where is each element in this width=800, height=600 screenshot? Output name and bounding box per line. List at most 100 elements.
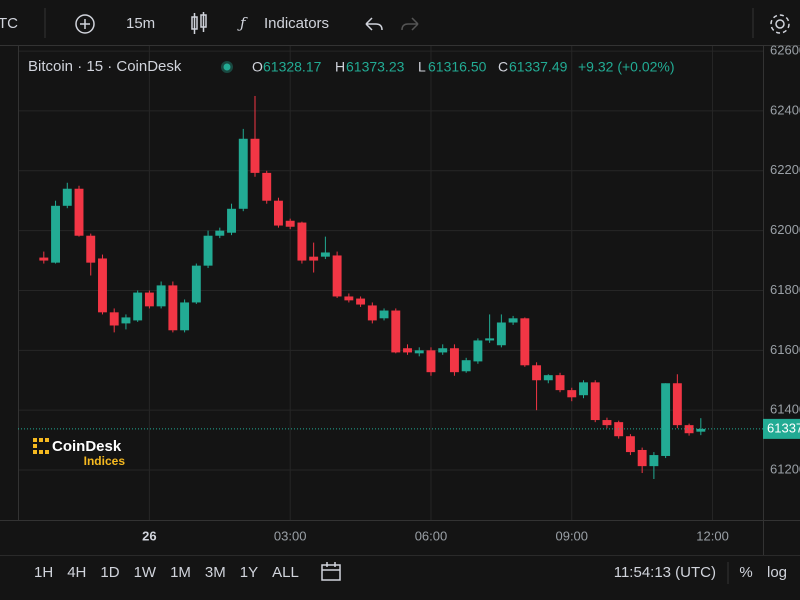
candle-body	[555, 375, 565, 391]
candle-body	[144, 292, 154, 307]
log-toggle[interactable]: log	[767, 564, 787, 581]
candle-body	[297, 222, 307, 261]
candle-body	[74, 188, 84, 236]
candle-body	[391, 310, 401, 353]
range-button[interactable]: 3M	[205, 564, 226, 581]
interval[interactable]: 15m	[126, 15, 155, 32]
candle-body	[684, 425, 694, 434]
legend-label: O	[252, 59, 263, 75]
candle-body	[543, 375, 553, 381]
candle-body	[332, 255, 342, 297]
legend-name: Bitcoin · 15 · CoinDesk	[28, 58, 182, 75]
candle-body	[39, 257, 49, 261]
candle-body	[309, 256, 319, 261]
legend-change: +9.32 (+0.02%)	[578, 59, 675, 75]
candle-body	[227, 208, 236, 233]
last-price-tag	[763, 418, 800, 439]
candle-body	[320, 252, 330, 257]
candle-body	[496, 322, 506, 346]
candle-body	[344, 296, 354, 301]
legend-label: C	[498, 59, 508, 75]
candle-body	[414, 350, 424, 354]
indicators[interactable]: Indicators	[264, 15, 329, 32]
y-tick-label: 62200	[770, 162, 800, 177]
candle-body	[156, 285, 166, 307]
chart-type-button[interactable]	[191, 12, 207, 34]
range-button[interactable]: 1Y	[240, 564, 258, 581]
candle-body	[379, 310, 389, 319]
candle-body	[602, 420, 612, 426]
candle-body	[649, 455, 659, 467]
candle-body	[520, 318, 530, 366]
legend-value: 61328.17	[263, 59, 322, 75]
candle-body	[133, 292, 143, 321]
range-button[interactable]: 1W	[134, 564, 157, 581]
candle-body	[215, 230, 225, 236]
symbol[interactable]: TC	[0, 15, 18, 32]
candle-body	[485, 338, 495, 341]
candle-body	[661, 383, 671, 456]
x-tick-label: 26	[142, 528, 156, 543]
y-tick-label: 61800	[770, 282, 800, 297]
range-button[interactable]: 1H	[34, 564, 53, 581]
add-button[interactable]	[75, 14, 95, 34]
candle-body	[567, 390, 577, 398]
y-tick-label: 62400	[770, 102, 800, 117]
candle-body	[168, 285, 178, 331]
candle-body	[121, 317, 131, 324]
candle-body	[250, 138, 260, 173]
candle-body	[285, 220, 295, 227]
candle-body	[191, 265, 201, 303]
candle-body	[180, 302, 190, 331]
undo[interactable]	[365, 17, 383, 31]
redo[interactable]	[401, 17, 419, 31]
candle-body	[590, 382, 600, 421]
candle-body	[273, 200, 283, 226]
fx-icon[interactable]: ƒ	[237, 14, 248, 32]
y-tick-label: 61400	[770, 402, 800, 417]
candle-body	[238, 138, 248, 209]
date-range-button[interactable]	[321, 562, 341, 581]
x-tick-label: 06:00	[415, 528, 448, 543]
status-dot	[223, 63, 231, 71]
x-tick-label: 03:00	[274, 528, 307, 543]
y-tick-label: 62000	[770, 222, 800, 237]
candle-body	[356, 298, 366, 305]
watermark-sub: Indices	[84, 454, 126, 468]
legend-value: 61316.50	[428, 59, 487, 75]
candle-body	[203, 235, 213, 266]
candle-body	[403, 348, 412, 353]
legend-value: 61337.49	[509, 59, 568, 75]
range-button[interactable]: ALL	[272, 564, 299, 581]
legend-label: L	[418, 59, 426, 75]
candle-body	[579, 382, 588, 396]
candle-body	[449, 348, 459, 373]
candle-body	[367, 305, 377, 321]
watermark-brand: CoinDesk	[52, 438, 122, 455]
range-button[interactable]: 4H	[67, 564, 86, 581]
candle-body	[262, 172, 272, 201]
candle-body	[637, 449, 647, 467]
candle-body	[696, 428, 706, 432]
watermark-logo	[33, 438, 49, 454]
candle-body	[98, 258, 107, 313]
y-tick-label: 61200	[770, 461, 800, 476]
last-price-label: 61337.49	[767, 420, 800, 435]
y-tick-label: 61600	[770, 342, 800, 357]
candle-body	[473, 340, 483, 362]
percent-toggle[interactable]: %	[739, 564, 752, 581]
settings[interactable]	[770, 14, 790, 34]
range-button[interactable]: 1D	[100, 564, 119, 581]
candle-body	[438, 348, 448, 353]
candle-body	[62, 188, 72, 206]
clock: 11:54:13 (UTC)	[614, 564, 716, 581]
candle-body	[51, 205, 61, 263]
candle-body	[109, 312, 119, 326]
candle-body	[672, 383, 682, 426]
range-button[interactable]: 1M	[170, 564, 191, 581]
candle-body	[426, 350, 436, 373]
candle-body	[625, 436, 635, 453]
candle-body	[86, 235, 96, 263]
